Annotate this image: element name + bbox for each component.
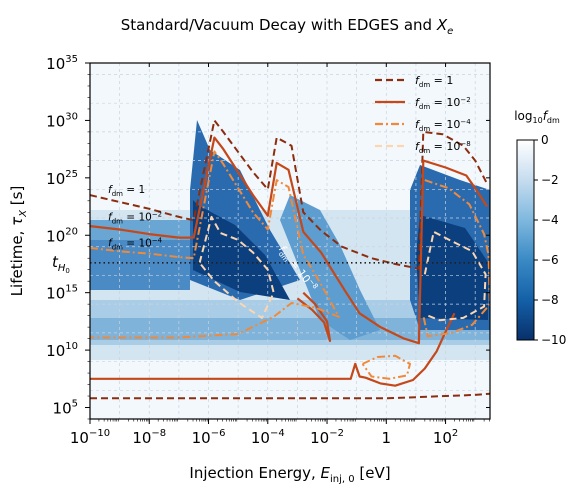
contour-line [361,354,411,380]
colorbar-tick-label: 0 [541,133,549,147]
y-axis-ticks: 105 1010 1015 1020 1025 1030 1035 [46,54,490,420]
contour-annotation: fdm = 10−4 [108,237,163,252]
contour-line [90,312,456,387]
x-tick-label: 10−6 [192,428,226,447]
contour-line [296,291,332,342]
heat-band-left-dark [90,240,190,290]
contour-line [90,136,488,345]
y-tick-label: 1035 [46,54,78,73]
y-tick-label: 1015 [46,284,78,303]
x-tick-label: 10−8 [132,428,166,447]
colorbar-tick-label: −2 [541,173,559,187]
y-tick-label: 1020 [46,226,78,245]
x-tick-label: 1 [382,429,392,447]
x-tick-label: 102 [433,428,458,447]
x-tick-label: 10−4 [251,428,285,447]
colorbar-tick-label: −4 [541,213,559,227]
colorbar-tick-label: −6 [541,253,559,267]
contour-line [423,230,487,322]
contour-line [90,119,488,270]
axes-frame [89,62,491,420]
y-tick-label: 1010 [46,341,78,360]
heat-band-lowest [90,318,490,340]
y-tick-label: 1025 [46,169,78,188]
colorbar [516,139,535,341]
y-tick-label: 105 [53,399,78,418]
y-tick-label: 1030 [46,111,78,130]
heat-region-1-core [193,200,290,300]
contour-line [198,215,275,319]
colorbar-tick-label: −10 [541,333,566,347]
legend: fdm = 1 fdm = 10−2 fdm = 10−4 fdm = 10−8 [375,74,471,155]
colorbar-tick-label: −8 [541,293,559,307]
legend-entry: fdm = 10−8 [415,140,471,155]
x-tick-label: 10−10 [70,428,110,447]
contour-line [90,392,490,400]
heat-region-2-core [416,215,488,320]
chart-title: Standard/Vacuum Decay with EDGES and Xe [121,16,454,37]
hubble-time-label: tH0 [52,253,70,275]
x-axis-label: Injection Energy, Einj, 0 [eV] [189,464,390,485]
contour-line [90,150,340,339]
legend-entry: fdm = 10−4 [415,118,471,133]
x-tick-label: 10−2 [310,428,344,447]
contour-layer [90,119,490,400]
contour-line [422,179,490,338]
colorbar-label: log10fdm [514,109,560,125]
contour-annotation: fdm = 1 [108,184,145,198]
legend-entry: fdm = 10−2 [415,96,471,111]
contour-annotation: fdm = 10−2 [108,210,162,225]
colorbar-ticks: 0 −2 −4 −6 −8 −10 [534,133,566,347]
legend-entry: fdm = 1 [415,74,453,89]
x-axis-ticks: 10−10 10−8 10−6 10−4 10−2 1 102 [70,63,490,447]
y-axis-label: Lifetime, τX [s] [8,186,29,297]
